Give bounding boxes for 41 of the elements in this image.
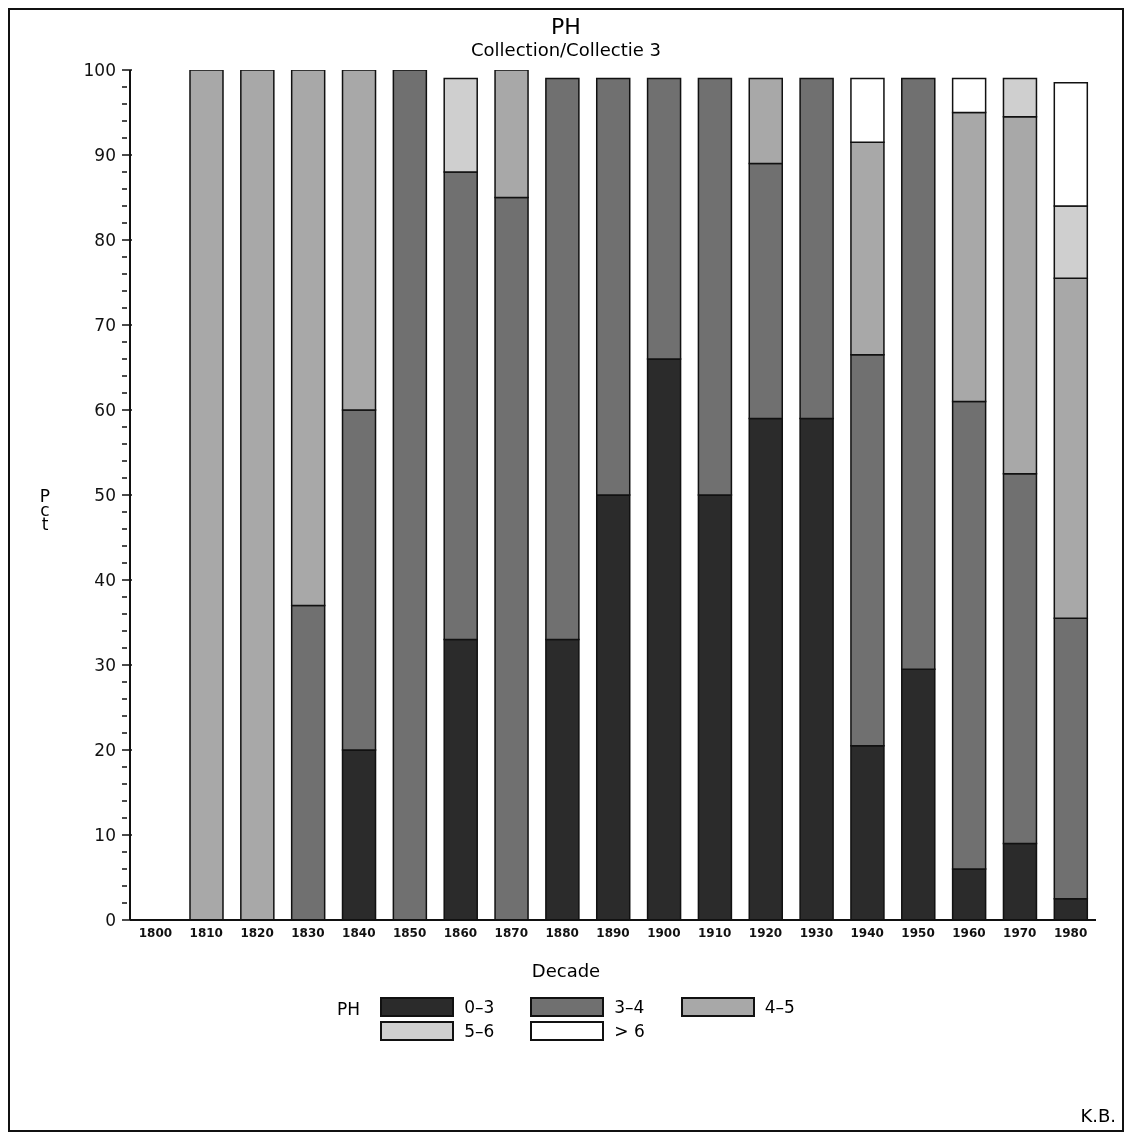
x-tick-label: 1950: [901, 925, 935, 940]
x-tick-label: 1870: [494, 925, 529, 940]
y-tick-label: 90: [94, 144, 116, 165]
x-tick-label: 1910: [697, 925, 732, 940]
x-tick-label: 1800: [138, 925, 173, 940]
x-tick-label: 1830: [291, 925, 325, 940]
x-tick-label: 1810: [189, 925, 223, 940]
x-tick-label: 1940: [850, 925, 884, 940]
y-tick-label: 70: [94, 314, 116, 335]
x-tick-label: 1890: [596, 925, 630, 940]
x-tick-label: 1900: [647, 925, 681, 940]
x-tick-label: 1860: [443, 925, 478, 940]
y-axis-title: Pct: [38, 486, 52, 534]
y-tick-label: 80: [94, 229, 116, 250]
x-axis-title: Decade: [530, 960, 602, 981]
x-tick-label: 1880: [545, 925, 579, 940]
x-tick-label: 1850: [392, 925, 427, 940]
legend-label: 0–3: [464, 997, 495, 1017]
y-tick-label: 30: [94, 654, 116, 675]
legend-label: 3–4: [614, 997, 645, 1017]
y-tick-label: 20: [94, 739, 116, 760]
x-tick-label: 1840: [342, 925, 376, 940]
x-tick-label: 1960: [952, 925, 986, 940]
chart-subtitle: Collection/Collectie 3: [470, 39, 662, 60]
x-tick-label: 1970: [1003, 925, 1037, 940]
y-tick-label: 60: [94, 399, 116, 420]
legend-label: > 6: [614, 1021, 645, 1041]
x-tick-label: 1930: [799, 925, 834, 940]
x-tick-label: 1980: [1053, 925, 1088, 940]
y-tick-label: 40: [94, 569, 116, 590]
y-tick-label: 0: [105, 909, 116, 930]
legend-label: 4–5: [764, 997, 795, 1017]
x-tick-label: 1920: [748, 925, 783, 940]
chart-title: PH: [550, 14, 582, 39]
y-tick-label: 10: [94, 824, 116, 845]
y-tick-label: 50: [94, 484, 116, 505]
y-tick-label: 100: [83, 59, 116, 80]
text: K.B.: [1080, 1105, 1116, 1126]
x-tick-label: 1820: [240, 925, 274, 940]
legend-label: 5–6: [464, 1021, 495, 1041]
legend-title: PH: [337, 998, 361, 1019]
